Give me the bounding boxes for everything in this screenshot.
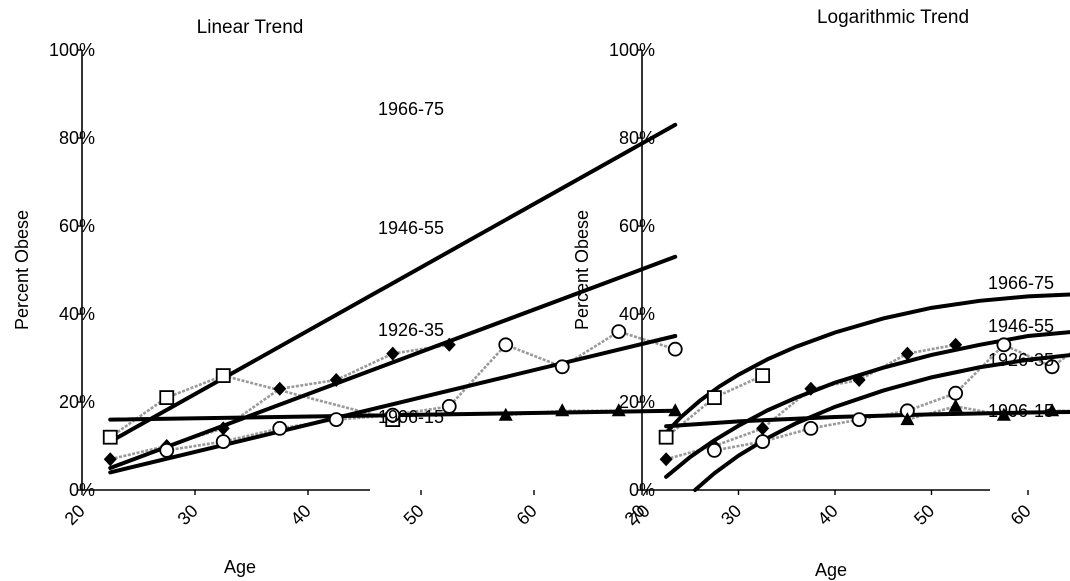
y-tick-label: 20% bbox=[619, 392, 655, 412]
data-point-1926-35 bbox=[498, 337, 514, 353]
trend-line-1926-35 bbox=[693, 353, 1070, 492]
data-point-1906-15 bbox=[996, 407, 1011, 421]
x-axis-label: Age bbox=[224, 557, 256, 577]
data-point-1926-35 bbox=[996, 337, 1012, 353]
data-point-1946-55 bbox=[386, 346, 400, 361]
data-point-1946-55 bbox=[273, 381, 287, 396]
trend-label: 1946-55 bbox=[988, 316, 1054, 336]
data-point-1926-35 bbox=[706, 442, 722, 458]
y-tick-label: 20% bbox=[59, 392, 95, 412]
data-point-1926-35 bbox=[755, 434, 771, 450]
data-point-1946-55 bbox=[804, 381, 818, 396]
x-tick-label: 50 bbox=[910, 501, 938, 529]
data-point-1946-55 bbox=[900, 346, 914, 361]
x-tick-label: 30 bbox=[174, 501, 202, 529]
trend-line-1926-35 bbox=[108, 334, 678, 475]
trend-label: 1926-35 bbox=[988, 350, 1054, 370]
series-line-1926-35 bbox=[166, 330, 676, 452]
data-point-1946-55 bbox=[949, 337, 963, 352]
data-point-1926-35 bbox=[851, 412, 867, 428]
data-point-1926-35 bbox=[215, 434, 231, 450]
data-point-1946-55 bbox=[659, 452, 673, 467]
x-tick-label: 20 bbox=[621, 501, 649, 529]
trend-label: 1926-35 bbox=[378, 320, 444, 340]
y-axis-label: Percent Obese bbox=[572, 210, 592, 330]
data-point-1946-55 bbox=[756, 421, 770, 436]
y-axis-label: Percent Obese bbox=[12, 210, 32, 330]
data-point-1966-75 bbox=[215, 368, 231, 384]
x-tick-label: 30 bbox=[717, 501, 745, 529]
data-point-1926-35 bbox=[667, 341, 683, 357]
x-tick-label: 40 bbox=[287, 501, 315, 529]
data-point-1926-35 bbox=[385, 407, 401, 423]
data-point-1906-15 bbox=[498, 407, 513, 421]
y-tick-label: 40% bbox=[619, 304, 655, 324]
data-point-1946-55 bbox=[103, 452, 117, 467]
y-tick-label: 60% bbox=[59, 216, 95, 236]
data-point-1966-75 bbox=[658, 429, 674, 445]
trend-label: 1966-75 bbox=[988, 273, 1054, 293]
series-line-1966-75 bbox=[665, 374, 764, 439]
data-point-1946-55 bbox=[329, 373, 343, 387]
data-point-1946-55 bbox=[442, 337, 456, 352]
y-tick-label: 60% bbox=[619, 216, 655, 236]
trend-line-1966-75 bbox=[664, 292, 1070, 435]
data-point-1966-75 bbox=[159, 390, 175, 406]
y-tick-label: 100% bbox=[609, 40, 655, 60]
x-tick-label: 60 bbox=[1007, 501, 1035, 529]
trend-label: 1906-15 bbox=[378, 407, 444, 427]
x-tick-label: 60 bbox=[513, 501, 541, 529]
chart-title: Linear Trend bbox=[197, 17, 304, 38]
data-point-1966-75 bbox=[755, 368, 771, 384]
data-point-1906-15 bbox=[668, 403, 683, 417]
data-point-1926-35 bbox=[159, 442, 175, 458]
data-point-1926-35 bbox=[803, 420, 819, 436]
data-point-1946-55 bbox=[852, 373, 866, 387]
data-point-1906-15 bbox=[555, 403, 570, 417]
y-tick-label: 80% bbox=[619, 128, 655, 148]
data-point-1926-35 bbox=[328, 412, 344, 428]
data-point-1906-15 bbox=[1045, 403, 1060, 417]
data-point-1926-35 bbox=[272, 420, 288, 436]
trend-label: 1946-55 bbox=[378, 218, 444, 238]
x-tick-label: 40 bbox=[814, 501, 842, 529]
data-point-1926-35 bbox=[1044, 359, 1060, 375]
data-point-1906-15 bbox=[900, 412, 915, 426]
y-tick-label: 100% bbox=[49, 40, 95, 60]
y-tick-label: 40% bbox=[59, 304, 95, 324]
data-point-1906-15 bbox=[611, 403, 626, 417]
x-axis-label: Age bbox=[815, 560, 847, 580]
data-point-1906-15 bbox=[948, 398, 963, 412]
data-point-1966-75 bbox=[706, 390, 722, 406]
trend-label: 1966-75 bbox=[378, 99, 444, 119]
trend-line-1946-55 bbox=[108, 254, 678, 470]
data-point-1946-55 bbox=[216, 421, 230, 436]
chart-title: Logarithmic Trend bbox=[817, 7, 969, 28]
data-point-1966-75 bbox=[102, 429, 118, 445]
series-line-1926-35 bbox=[714, 343, 1070, 452]
series-line-1966-75 bbox=[109, 374, 394, 439]
data-point-1926-35 bbox=[441, 398, 457, 414]
x-tick-label: 20 bbox=[61, 501, 89, 529]
data-point-1926-35 bbox=[554, 359, 570, 375]
trend-line-1966-75 bbox=[108, 122, 678, 444]
trend-label: 1906-15 bbox=[988, 401, 1054, 421]
x-tick-label: 50 bbox=[400, 501, 428, 529]
data-point-1926-35 bbox=[611, 324, 627, 340]
y-tick-label: 80% bbox=[59, 128, 95, 148]
data-point-1926-35 bbox=[948, 385, 964, 401]
